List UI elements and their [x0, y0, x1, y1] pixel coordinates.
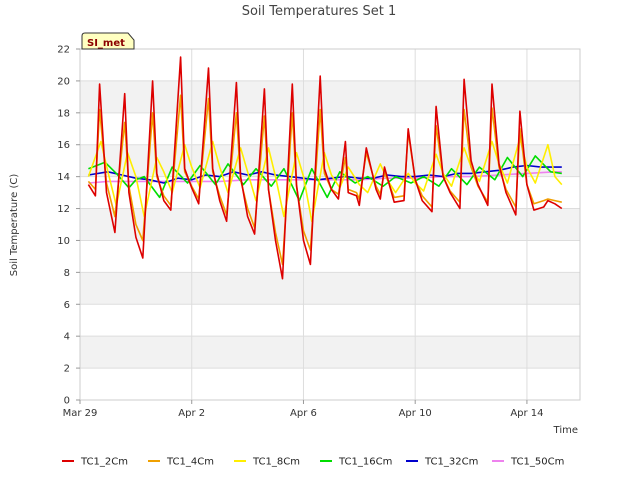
- plot-band: [80, 368, 580, 400]
- y-tick-label: 22: [57, 45, 70, 56]
- legend-item: TC1_4Cm: [148, 457, 214, 468]
- y-tick-label: 18: [57, 108, 70, 119]
- x-tick-label: Apr 14: [510, 408, 543, 419]
- plot-band: [80, 304, 580, 337]
- legend-item: TC1_2Cm: [62, 457, 128, 468]
- legend-item: TC1_8Cm: [234, 457, 300, 468]
- x-tick-label: Mar 29: [63, 408, 98, 419]
- site-label-box: SI_met: [81, 32, 135, 50]
- plot-band: [80, 49, 580, 81]
- y-tick-label: 10: [57, 236, 70, 247]
- plot-background: [80, 49, 580, 400]
- y-tick-label: 0: [64, 396, 70, 407]
- plot-band: [80, 272, 580, 305]
- series-lines: [87, 56, 563, 280]
- chart-title: Soil Temperatures Set 1: [242, 4, 397, 19]
- legend-label: TC1_32Cm: [424, 457, 478, 468]
- plot-band: [80, 80, 580, 113]
- plot-band: [80, 208, 580, 241]
- y-axis-ticks: 0 2 4 6 8 10 12 14 16 18 20 22: [57, 45, 80, 407]
- plot-band: [80, 240, 580, 273]
- series-line-tc1-8cm: [87, 137, 563, 223]
- x-axis-label: Time: [553, 425, 578, 436]
- y-tick-label: 4: [64, 332, 70, 343]
- y-axis-label: Soil Temperature (C): [9, 174, 20, 277]
- legend: TC1_2Cm TC1_4Cm TC1_8Cm TC1_16Cm TC1_32Cm TC1…: [62, 457, 564, 468]
- series-line-tc1-50cm: [88, 171, 562, 184]
- x-tick-label: Apr 2: [178, 408, 205, 419]
- y-tick-label: 14: [57, 172, 70, 183]
- legend-item: TC1_32Cm: [406, 457, 478, 468]
- y-tick-label: 12: [57, 204, 70, 215]
- x-tick-label: Apr 10: [399, 408, 432, 419]
- series-line-tc1-2cm: [87, 56, 563, 280]
- x-axis-ticks: Mar 29 Apr 2 Apr 6 Apr 10 Apr 14: [63, 400, 544, 419]
- y-tick-label: 20: [57, 76, 70, 87]
- legend-item: TC1_16Cm: [320, 457, 392, 468]
- x-tick-label: Apr 6: [290, 408, 317, 419]
- legend-label: TC1_16Cm: [338, 457, 392, 468]
- plot-frame: [79, 48, 581, 401]
- y-tick-label: 2: [64, 364, 70, 375]
- site-label: SI_met: [87, 38, 125, 49]
- legend-label: TC1_50Cm: [510, 457, 564, 468]
- legend-label: TC1_4Cm: [166, 457, 214, 468]
- legend-label: TC1_8Cm: [252, 457, 300, 468]
- y-tick-label: 16: [57, 140, 70, 151]
- y-tick-label: 8: [64, 268, 70, 279]
- legend-label: TC1_2Cm: [80, 457, 128, 468]
- y-tick-label: 6: [64, 300, 70, 311]
- legend-item: TC1_50Cm: [492, 457, 564, 468]
- plot-band: [80, 336, 580, 369]
